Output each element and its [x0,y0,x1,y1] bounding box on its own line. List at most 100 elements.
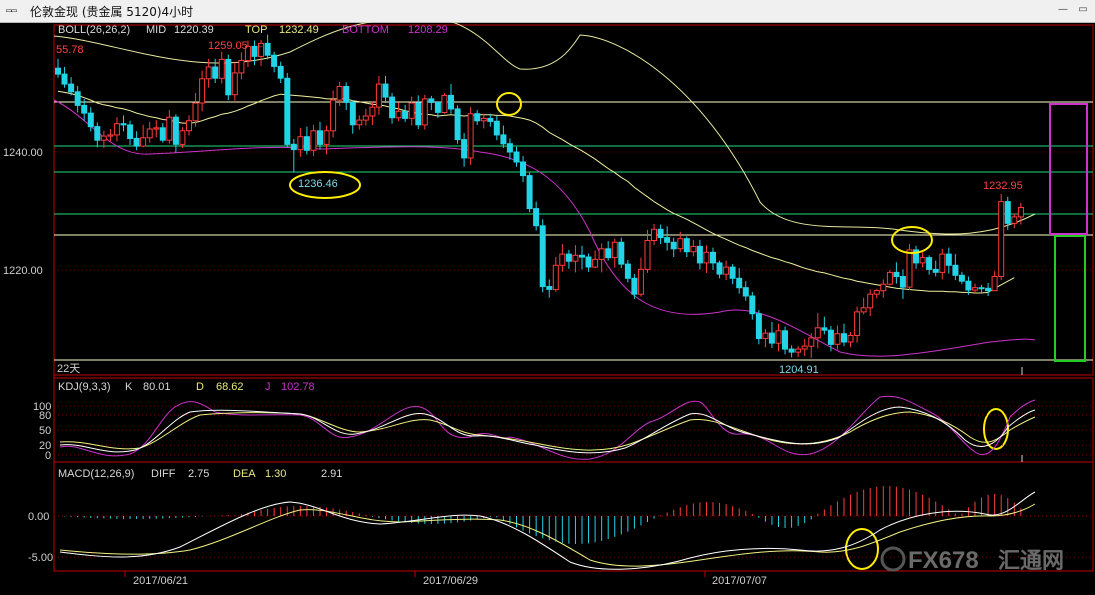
candle-body [520,161,526,177]
kdj-d-label: D [196,381,204,393]
candle-body [441,94,448,114]
candle-body [736,277,743,289]
price-tick-1240: 1240.00 [3,147,43,159]
candle-body [120,123,127,126]
kdj-tick-80: 80 [39,410,51,422]
candle-body [546,286,553,290]
kdj-tick-50: 50 [39,425,51,437]
candle-body [664,237,671,243]
candle-body [978,287,985,290]
candle-body [657,228,664,239]
candle-body [854,311,861,336]
time-label-3: 2017/07/07 [712,575,767,587]
candle-body [323,130,330,145]
candle-body [251,45,258,57]
target-box-bottom[interactable] [1054,235,1086,362]
target-box-top[interactable] [1049,103,1088,235]
candle-body [644,240,651,270]
candle-body [500,134,507,145]
maximize-icon[interactable]: ▭ [1078,4,1088,15]
candle-body [100,135,107,141]
candle-body [395,110,402,119]
kdj-legend-name: KDJ(9,3,3) [58,381,111,393]
candle-body [454,108,461,141]
candle-body [113,123,120,136]
candle-body [880,283,887,292]
main-grid [54,151,1093,271]
candle-body [264,42,271,56]
boll-legend: BOLL(26,26,2) MID 1220.39 TOP 1232.49 BO… [58,24,448,36]
candle-body [631,277,638,295]
candle-body [808,337,815,347]
candle-body [886,271,893,285]
boll-legend-name: BOLL(26,26,2) [58,24,130,36]
candle-body [94,126,101,141]
candle-body [349,101,356,126]
candle-body [480,117,487,122]
price-tick-1220: 1220.00 [3,265,43,277]
candles [55,34,1024,358]
kdj-k-label: K [125,381,133,393]
candle-body [893,271,900,277]
window-menu-icon[interactable]: ▭▭ [6,6,17,16]
candle-body [68,83,75,93]
highlight-ellipse-low[interactable] [289,171,361,199]
candle-body [958,274,965,282]
time-label-1: 2017/06/21 [133,575,188,587]
candle-body [297,136,304,151]
candle-body [533,208,540,227]
candle-body [729,266,736,279]
candle-body [474,113,481,122]
candle-body [179,130,186,145]
candle-body [873,290,880,295]
candle-body [362,115,369,121]
candle-body [356,119,363,126]
candle-body [906,249,913,288]
candle-body [847,335,854,343]
candle-body [775,330,782,344]
candle-body [1017,207,1024,218]
highlight-ellipse-kdj[interactable] [983,408,1009,450]
annotation-period: 22天 [57,363,80,375]
candle-body [140,137,147,147]
candle-body [310,130,317,151]
watermark-cn: 汇通网 [998,548,1064,573]
watermark-logo-icon [880,546,906,572]
candle-body [991,276,998,292]
candle-body [677,238,684,250]
candle-body [369,106,376,117]
candle-body [539,225,546,288]
window-title: 伦敦金现 (贵金属 5120)4小时 [30,5,194,19]
annotation-low: 1236.46 [298,178,338,190]
candle-body [1011,216,1018,224]
macd-tick-0: 0.00 [28,511,49,523]
candle-body [290,143,297,151]
highlight-ellipse-resistance[interactable] [496,92,522,116]
candle-body [932,268,939,273]
candle-body [585,256,592,268]
candlestick-chart[interactable]: 1240.00 1220.00 BOLL(26,26,2) MID 1220.3… [0,22,1095,595]
highlight-ellipse-macd[interactable] [845,528,879,570]
candle-body [199,78,206,104]
candle-body [552,264,559,291]
annotation-bottom-low: 1204.91 [779,364,819,376]
candle-body [389,96,396,119]
highlight-ellipse-break[interactable] [891,226,933,254]
minimize-icon[interactable]: — [1058,4,1068,15]
panel-frames [53,24,1094,572]
candle-body [683,238,690,253]
boll-top-value: 1232.49 [279,24,319,36]
candle-body [382,83,389,98]
candle-body [972,287,978,291]
annotation-recent-high: 1232.95 [983,180,1023,192]
bollinger-bands [53,22,1036,357]
candle-body [238,60,245,74]
candle-body [343,86,350,103]
candle-body [284,77,291,145]
candle-body [572,254,579,262]
candle-body [841,333,847,343]
time-axis: 2017/06/21 2017/06/29 2017/07/07 [124,571,767,587]
candle-body [899,276,906,288]
candle-body [913,249,919,264]
annotation-left-high: 55.78 [56,44,84,56]
